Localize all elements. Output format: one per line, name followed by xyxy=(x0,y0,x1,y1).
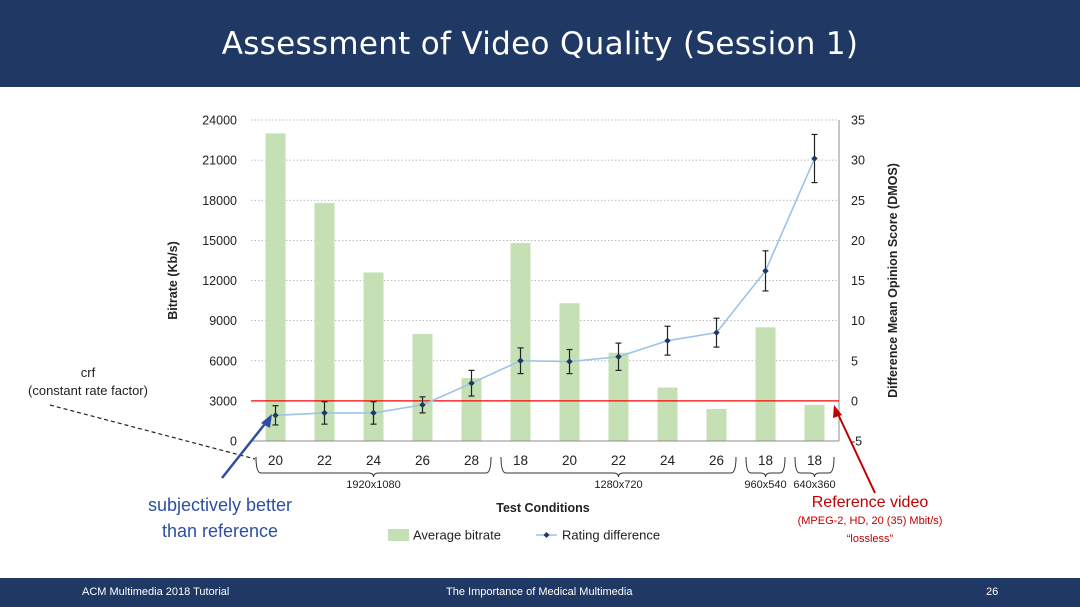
rating-marker xyxy=(762,267,769,275)
footer-bar: ACM Multimedia 2018 Tutorial The Importa… xyxy=(0,578,1080,607)
rating-marker xyxy=(321,409,328,417)
crf-annotation-line2: (constant rate factor) xyxy=(28,383,148,398)
title-bar: Assessment of Video Quality (Session 1) xyxy=(0,0,1080,87)
rating-marker xyxy=(566,358,573,365)
group-label: 1920x1080 xyxy=(346,479,400,491)
crf-annotation: crf (constant rate factor) xyxy=(18,364,158,400)
x-tick-label: 28 xyxy=(464,453,479,468)
y2-tick-label: 25 xyxy=(851,194,865,208)
legend-bar-swatch xyxy=(388,529,409,541)
y-tick-label: 18000 xyxy=(202,194,237,208)
x-tick-label: 18 xyxy=(758,453,773,468)
x-tick-label: 26 xyxy=(709,453,724,468)
x-axis-title: Test Conditions xyxy=(496,501,590,515)
page-number: 26 xyxy=(986,586,999,598)
bitrate-bar xyxy=(755,327,776,441)
y2-tick-label: 20 xyxy=(851,234,865,248)
better-arrowhead xyxy=(261,414,272,428)
y-axis-title: Bitrate (Kb/s) xyxy=(166,241,180,319)
rating-marker xyxy=(615,353,622,360)
y-tick-label: 9000 xyxy=(209,314,237,328)
x-tick-label: 22 xyxy=(317,453,332,468)
y2-tick-label: 0 xyxy=(851,394,858,408)
rating-marker xyxy=(272,412,279,419)
footer-left-text: ACM Multimedia 2018 Tutorial xyxy=(82,586,230,598)
y2-tick-label: -5 xyxy=(851,435,862,449)
reference-arrow xyxy=(837,413,876,494)
subjectively-better-line1: subjectively better xyxy=(147,495,293,515)
rating-marker xyxy=(370,409,377,417)
rating-marker xyxy=(664,337,671,344)
rating-difference-line xyxy=(275,158,816,417)
y-tick-label: 24000 xyxy=(202,114,237,128)
slide-title: Assessment of Video Quality (Session 1) xyxy=(221,25,859,62)
reference-video-lossless: “lossless” xyxy=(846,533,894,545)
rating-marker xyxy=(517,357,524,364)
bitrate-bar xyxy=(706,408,727,441)
crf-annotation-line1: crf xyxy=(80,365,96,380)
group-label: 960x540 xyxy=(744,479,786,491)
y2-tick-label: 35 xyxy=(851,114,865,128)
x-tick-label: 20 xyxy=(562,453,577,468)
x-tick-label: 22 xyxy=(611,453,626,468)
x-tick-label: 18 xyxy=(513,453,528,468)
y-tick-label: 0 xyxy=(230,435,237,449)
y-tick-label: 15000 xyxy=(202,234,237,248)
subjectively-better-line2: than reference xyxy=(161,521,279,541)
group-label: 640x360 xyxy=(793,479,835,491)
better-arrow xyxy=(221,419,269,479)
y2-axis-title: Difference Mean Opinion Score (DMOS) xyxy=(886,163,900,398)
x-tick-label: 24 xyxy=(366,453,382,468)
bitrate-bar xyxy=(657,387,678,441)
y2-tick-label: 5 xyxy=(851,354,858,368)
reference-video-title: Reference video xyxy=(811,494,929,511)
bitrate-bar xyxy=(608,352,629,441)
bitrate-bar xyxy=(314,202,335,441)
bitrate-bar xyxy=(265,133,286,441)
bitrate-bar xyxy=(363,272,384,441)
y2-tick-label: 15 xyxy=(851,274,865,288)
y2-tick-label: 30 xyxy=(851,154,865,168)
reference-arrowhead xyxy=(833,405,842,418)
rating-marker xyxy=(468,380,475,387)
rating-marker xyxy=(419,401,426,409)
bitrate-bar xyxy=(804,404,825,441)
legend-line-marker xyxy=(543,532,550,538)
x-tick-label: 26 xyxy=(415,453,430,468)
bitrate-bar xyxy=(510,243,531,441)
legend-bar-label: Average bitrate xyxy=(413,528,501,543)
group-bracket xyxy=(794,456,835,478)
legend-line-label: Rating difference xyxy=(562,528,660,543)
y-tick-label: 3000 xyxy=(209,394,237,408)
subjectively-better-annotation: subjectively better than reference xyxy=(120,492,320,544)
reference-video-annotation: Reference video (MPEG-2, HD, 20 (35) Mbi… xyxy=(770,494,970,548)
group-bracket xyxy=(255,456,492,478)
y-tick-label: 6000 xyxy=(209,354,237,368)
y-tick-label: 21000 xyxy=(202,154,237,168)
y2-tick-label: 10 xyxy=(851,314,865,328)
bitrate-bar xyxy=(461,378,482,441)
x-tick-label: 18 xyxy=(807,453,822,468)
rating-marker xyxy=(811,155,818,162)
rating-marker xyxy=(713,329,720,336)
crf-arrow xyxy=(49,404,256,460)
x-tick-label: 20 xyxy=(268,453,283,468)
footer-center-text: The Importance of Medical Multimedia xyxy=(446,586,633,598)
group-label: 1280x720 xyxy=(594,479,642,491)
x-tick-label: 24 xyxy=(660,453,676,468)
group-bracket xyxy=(745,456,786,478)
y-tick-label: 12000 xyxy=(202,274,237,288)
group-bracket xyxy=(500,456,737,478)
reference-video-detail: (MPEG-2, HD, 20 (35) Mbit/s) xyxy=(797,515,943,527)
bitrate-bar xyxy=(412,334,433,441)
